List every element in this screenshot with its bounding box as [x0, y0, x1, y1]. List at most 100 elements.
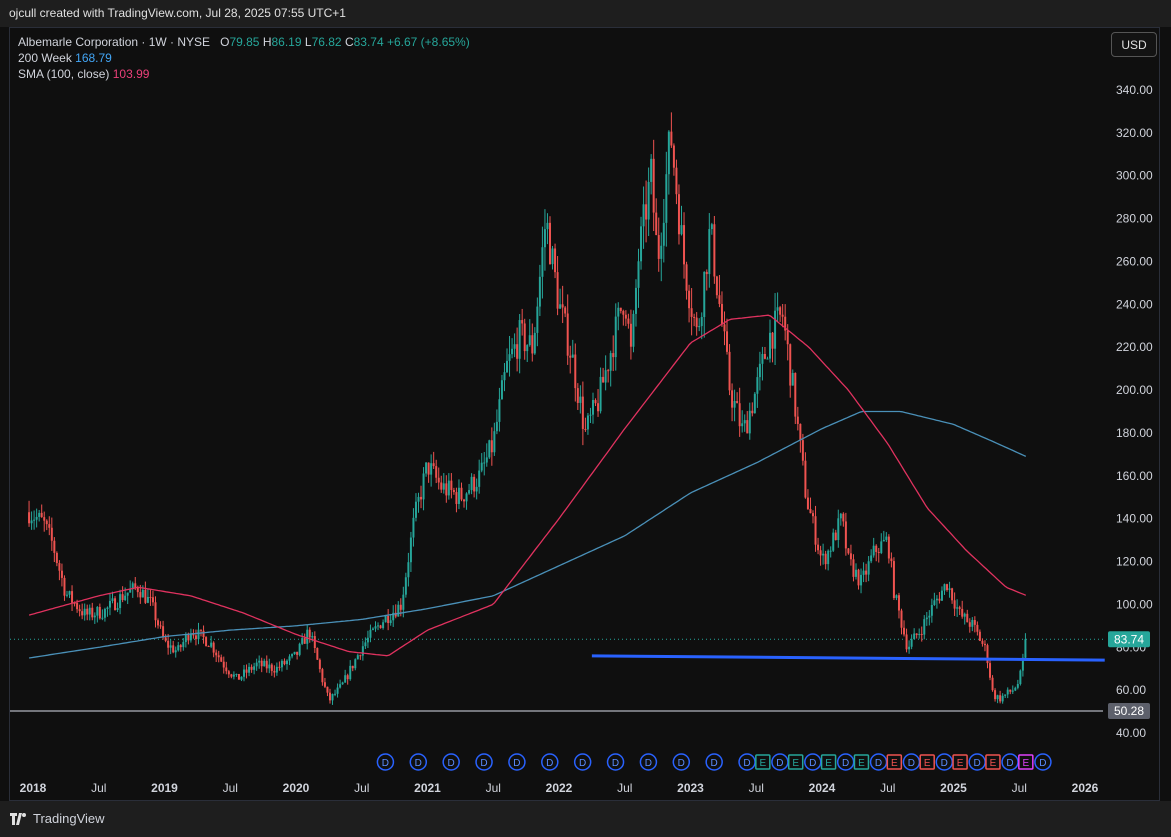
- candle-body[interactable]: [301, 638, 304, 644]
- legend-sma100-row[interactable]: SMA (100, close) 103.99: [18, 66, 470, 82]
- candle-body[interactable]: [685, 264, 688, 291]
- candle-body[interactable]: [73, 602, 76, 604]
- candle-body[interactable]: [672, 145, 675, 168]
- candle-body[interactable]: [513, 344, 516, 349]
- candle-body[interactable]: [407, 562, 410, 578]
- candle-body[interactable]: [182, 642, 185, 648]
- candle-body[interactable]: [627, 318, 630, 324]
- candle-body[interactable]: [526, 345, 529, 352]
- candle-body[interactable]: [870, 555, 873, 562]
- candle-body[interactable]: [377, 625, 380, 627]
- candle-body[interactable]: [379, 625, 382, 629]
- candle-body[interactable]: [374, 626, 377, 629]
- candle-body[interactable]: [361, 646, 364, 656]
- candle-body[interactable]: [495, 421, 498, 432]
- dividend-marker[interactable]: [968, 753, 986, 771]
- candle-body[interactable]: [748, 410, 751, 434]
- candle-body[interactable]: [847, 548, 850, 554]
- candle-body[interactable]: [445, 483, 448, 496]
- candle-body[interactable]: [179, 645, 182, 648]
- candle-body[interactable]: [1014, 687, 1017, 691]
- candle-body[interactable]: [983, 643, 986, 646]
- candle-body[interactable]: [38, 512, 41, 517]
- candle-body[interactable]: [422, 473, 425, 500]
- candle-body[interactable]: [293, 651, 296, 655]
- candle-body[interactable]: [837, 518, 840, 541]
- candle-body[interactable]: [872, 545, 875, 556]
- dividend-marker[interactable]: [705, 753, 723, 771]
- candle-body[interactable]: [124, 595, 127, 600]
- candle-body[interactable]: [602, 376, 605, 383]
- candle-body[interactable]: [806, 497, 809, 509]
- candle-body[interactable]: [890, 558, 893, 562]
- candle-body[interactable]: [799, 423, 802, 441]
- candle-body[interactable]: [116, 608, 119, 611]
- candle-body[interactable]: [554, 248, 557, 273]
- candle-body[interactable]: [409, 537, 412, 563]
- candle-body[interactable]: [559, 304, 562, 309]
- candle-body[interactable]: [359, 655, 362, 657]
- candle-body[interactable]: [71, 591, 74, 603]
- candle-body[interactable]: [832, 532, 835, 551]
- candle-body[interactable]: [1009, 689, 1012, 692]
- candle-body[interactable]: [824, 553, 827, 565]
- candle-body[interactable]: [726, 331, 729, 352]
- candle-body[interactable]: [452, 489, 455, 493]
- earnings-marker[interactable]: [919, 754, 935, 770]
- candle-body[interactable]: [344, 675, 347, 683]
- candle-body[interactable]: [328, 692, 331, 701]
- candle-body[interactable]: [743, 420, 746, 424]
- earnings-marker[interactable]: [985, 754, 1001, 770]
- candle-body[interactable]: [895, 595, 898, 599]
- candle-body[interactable]: [258, 660, 261, 663]
- candle-body[interactable]: [384, 615, 387, 623]
- candle-body[interactable]: [108, 600, 111, 608]
- candle-body[interactable]: [106, 607, 109, 609]
- candle-body[interactable]: [420, 496, 423, 500]
- candle-body[interactable]: [511, 348, 514, 355]
- candle-body[interactable]: [55, 552, 58, 564]
- support-trendline[interactable]: [591, 654, 1105, 662]
- candle-body[interactable]: [862, 570, 865, 575]
- candle-body[interactable]: [349, 665, 352, 680]
- candle-body[interactable]: [951, 588, 954, 601]
- dividend-marker[interactable]: [541, 753, 559, 771]
- candle-body[interactable]: [710, 224, 713, 230]
- dividend-marker[interactable]: [442, 753, 460, 771]
- candle-body[interactable]: [222, 661, 225, 668]
- candle-body[interactable]: [30, 520, 33, 524]
- candle-body[interactable]: [713, 224, 716, 277]
- candle-body[interactable]: [688, 290, 691, 309]
- candle-body[interactable]: [412, 517, 415, 538]
- candle-body[interactable]: [852, 559, 855, 577]
- candle-body[interactable]: [354, 659, 357, 669]
- candle-body[interactable]: [996, 695, 999, 700]
- candle-body[interactable]: [351, 665, 354, 669]
- candle-body[interactable]: [574, 354, 577, 389]
- candle-body[interactable]: [83, 608, 86, 616]
- candle-body[interactable]: [551, 248, 554, 265]
- candle-body[interactable]: [63, 577, 66, 596]
- candle-body[interactable]: [892, 561, 895, 599]
- candle-body[interactable]: [705, 271, 708, 275]
- earnings-marker[interactable]: [886, 754, 903, 770]
- candle-body[interactable]: [131, 583, 134, 589]
- candle-body[interactable]: [961, 608, 964, 617]
- candle-body[interactable]: [457, 487, 460, 504]
- candle-body[interactable]: [925, 617, 928, 620]
- candle-body[interactable]: [392, 612, 395, 621]
- candle-body[interactable]: [584, 428, 587, 430]
- candle-body[interactable]: [900, 610, 903, 628]
- candle-body[interactable]: [93, 615, 96, 618]
- legend-ma200-row[interactable]: 200 Week 168.79: [18, 50, 470, 66]
- candle-body[interactable]: [953, 600, 956, 609]
- candle-body[interactable]: [437, 477, 440, 483]
- candle-body[interactable]: [243, 669, 246, 677]
- candle-body[interactable]: [389, 620, 392, 624]
- candle-body[interactable]: [316, 648, 319, 660]
- candle-body[interactable]: [640, 226, 643, 262]
- candle-body[interactable]: [86, 608, 89, 615]
- candle-body[interactable]: [500, 380, 503, 400]
- candle-body[interactable]: [827, 550, 830, 565]
